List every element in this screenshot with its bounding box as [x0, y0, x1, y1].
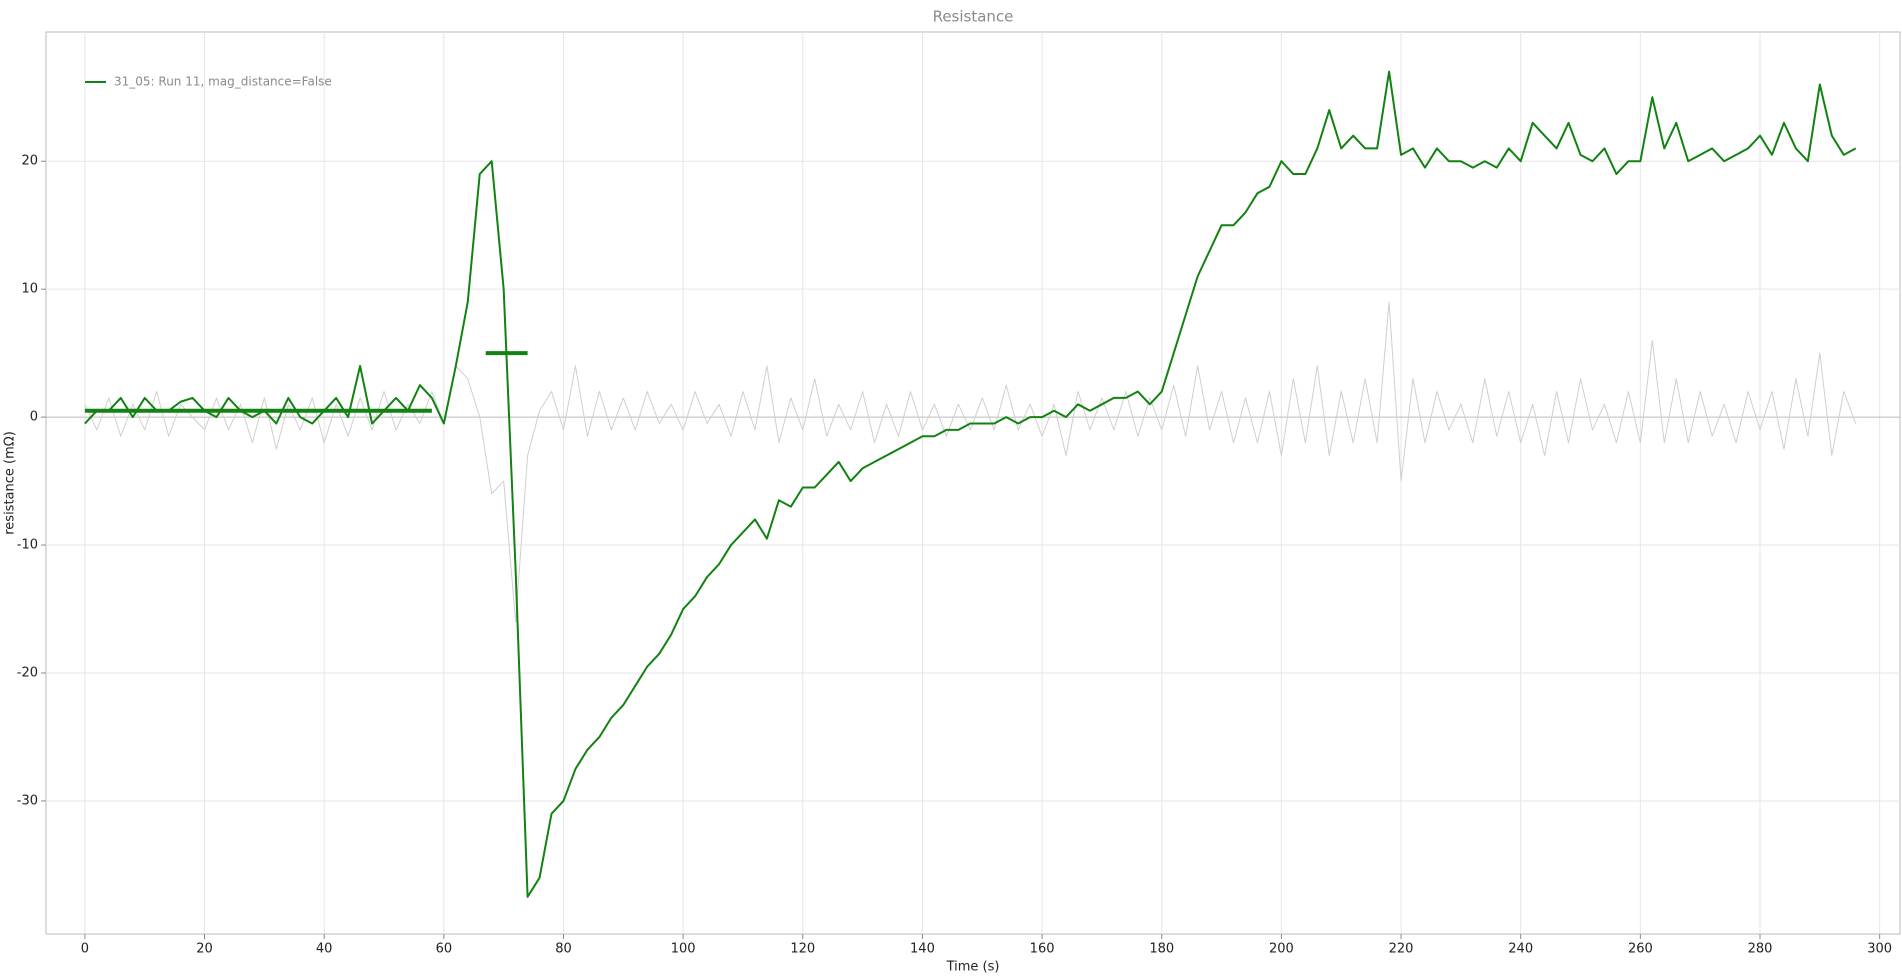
x-tick-label: 260	[1628, 942, 1653, 957]
x-tick-label: 300	[1867, 942, 1892, 957]
x-tick-label: 160	[1030, 942, 1055, 957]
x-tick-label: 80	[555, 942, 572, 957]
y-tick-label: -10	[17, 538, 38, 553]
x-tick-label: 60	[436, 942, 453, 957]
series-line	[84, 301, 1857, 623]
x-tick-label: 280	[1748, 942, 1773, 957]
x-tick-label: 120	[790, 942, 815, 957]
x-tick-label: 220	[1389, 942, 1414, 957]
x-tick-label: 40	[316, 942, 333, 957]
y-tick-label: -30	[17, 793, 38, 808]
chart-title: Resistance	[933, 8, 1014, 26]
legend-label: 31_05: Run 11, mag_distance=False	[114, 75, 332, 89]
y-tick-label: -20	[17, 665, 38, 680]
x-tick-label: 140	[910, 942, 935, 957]
x-axis-label: Time (s)	[946, 960, 1000, 975]
x-tick-label: 100	[671, 942, 696, 957]
series-line	[84, 70, 1857, 898]
y-axis-label: resistance (mΩ)	[3, 431, 18, 535]
y-tick-label: 20	[21, 154, 38, 169]
x-tick-label: 0	[81, 942, 89, 957]
y-tick-label: 0	[30, 410, 38, 425]
y-tick-label: 10	[21, 282, 38, 297]
plot-frame	[45, 31, 1901, 935]
x-tick-label: 200	[1269, 942, 1294, 957]
x-tick-label: 180	[1149, 942, 1174, 957]
x-tick-label: 20	[196, 942, 213, 957]
x-tick-label: 240	[1508, 942, 1533, 957]
